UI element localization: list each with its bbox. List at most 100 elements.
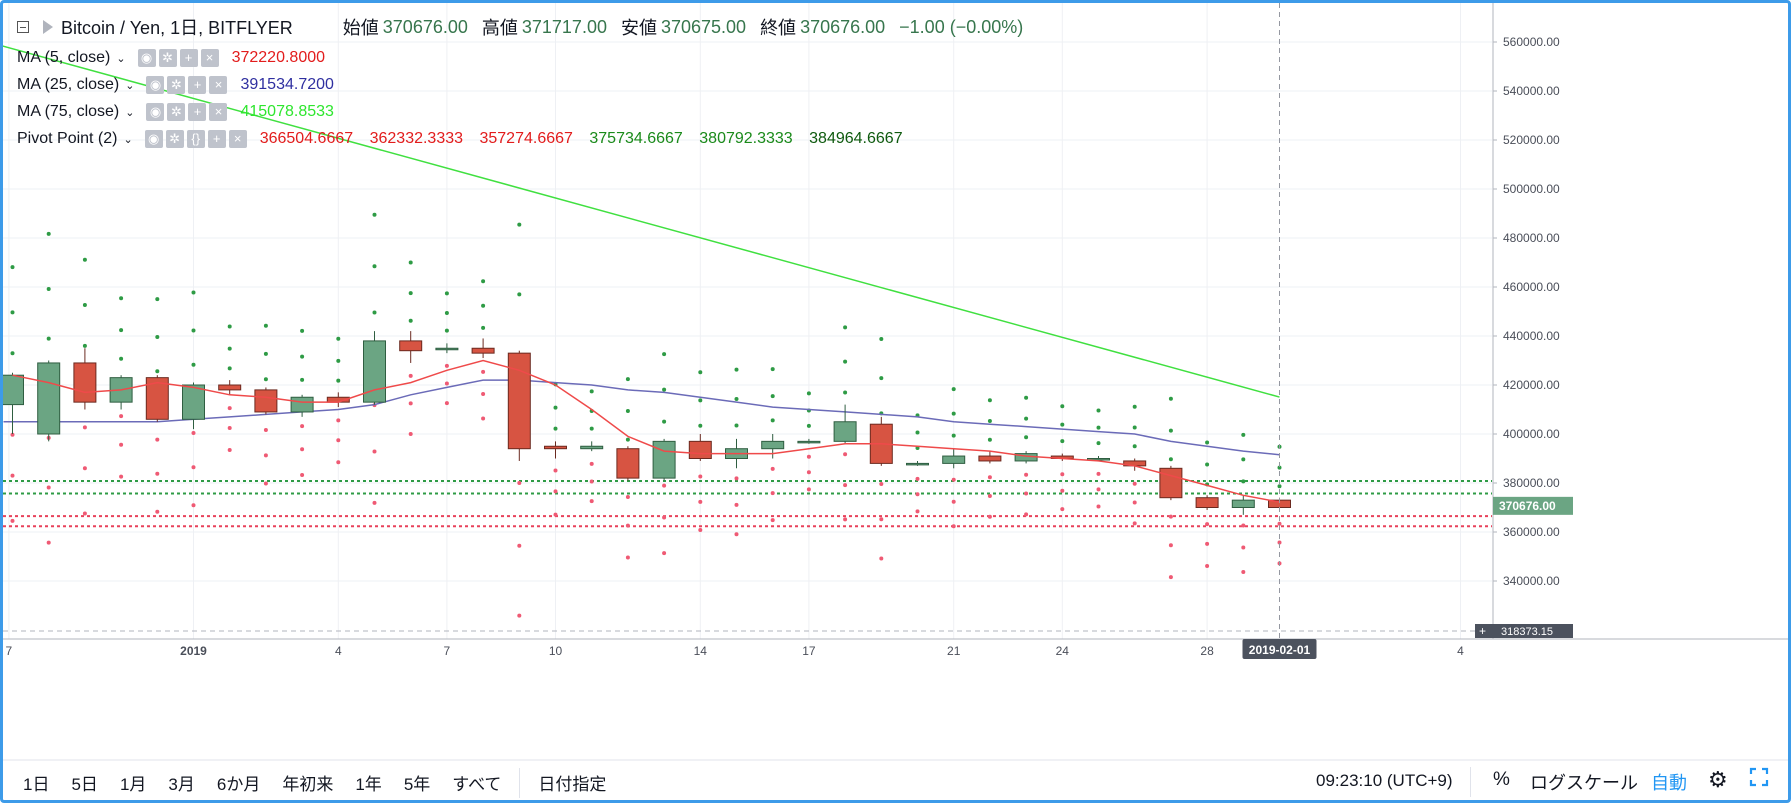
gear-icon[interactable]: ✲ — [165, 130, 184, 148]
indicator-name[interactable]: Pivot Point (2) — [17, 130, 118, 147]
range-1y-button[interactable]: 1年 — [355, 775, 382, 794]
range-3m-button[interactable]: 3月 — [168, 775, 195, 794]
y-tick-label: 440000.00 — [1503, 329, 1560, 343]
pivot-dot-resistance — [336, 336, 341, 341]
range-6m-button[interactable]: 6か月 — [216, 775, 261, 794]
close-icon[interactable]: × — [228, 130, 247, 148]
pivot-dot-resistance — [517, 292, 522, 297]
chevron-down-icon[interactable]: ⌄ — [125, 79, 135, 92]
candle-body — [363, 340, 386, 403]
pivot-dot-resistance — [698, 398, 703, 403]
pivot-dot-support — [879, 481, 884, 486]
eye-icon[interactable]: ◉ — [137, 49, 156, 67]
clock-display[interactable]: 09:23:10 (UTC+9) — [1316, 771, 1453, 790]
goto-date-button[interactable]: 日付指定 — [538, 775, 607, 794]
auto-scale-button[interactable]: 自動 — [1651, 773, 1687, 793]
candle — [1159, 465, 1183, 501]
x-tick-label: 10 — [549, 644, 563, 658]
pivot-dot-resistance — [1241, 432, 1246, 437]
pivot-dot-resistance — [589, 426, 594, 431]
pivot-dot-resistance — [191, 362, 196, 367]
indicator-ma5[interactable]: MA (5, close) ⌄ ◉ ✲ + × 372220.8000 — [17, 47, 337, 69]
chevron-down-icon[interactable]: ⌄ — [116, 52, 126, 65]
pivot-dot-support — [1060, 488, 1065, 493]
range-5d-button[interactable]: 5日 — [71, 775, 98, 794]
pivot-dot-support — [987, 475, 992, 480]
open-label: 始値 — [342, 18, 379, 38]
candle — [761, 434, 785, 459]
log-scale-button[interactable]: ログスケール — [1530, 773, 1638, 793]
symbol-title[interactable]: Bitcoin / Yen, 1日, BITFLYER — [61, 18, 293, 38]
plus-icon[interactable]: + — [179, 49, 198, 67]
pivot-dot-support — [155, 509, 160, 514]
settings-gear-icon[interactable]: ⚙ — [1708, 767, 1728, 792]
pivot-dot-resistance — [300, 328, 305, 333]
pivot-dot-resistance — [662, 352, 667, 357]
indicator-name[interactable]: MA (75, close) — [17, 103, 120, 120]
range-ytd-button[interactable]: 年初来 — [282, 775, 334, 794]
pivot-dot-resistance — [119, 296, 124, 301]
pivot-dot-support — [698, 474, 703, 479]
pivot-dot-support — [1205, 563, 1210, 568]
pivot-dot-support — [806, 470, 811, 475]
indicator-ma25[interactable]: MA (25, close) ⌄ ◉ ✲ + × 391534.7200 — [17, 74, 346, 96]
range-1d-button[interactable]: 1日 — [23, 775, 50, 794]
eye-icon[interactable]: ◉ — [146, 103, 165, 121]
high-value: 371717.00 — [521, 16, 607, 37]
eye-icon[interactable]: ◉ — [144, 130, 163, 148]
close-icon[interactable]: × — [200, 49, 219, 67]
indicator-ma75[interactable]: MA (75, close) ⌄ ◉ ✲ + × 415078.8533 — [17, 101, 346, 123]
indicator-value: 415078.8533 — [240, 103, 334, 120]
fullscreen-icon[interactable] — [1749, 767, 1769, 787]
candle-body — [1159, 467, 1183, 499]
pivot-dot-resistance — [662, 419, 667, 424]
close-icon[interactable]: × — [209, 103, 228, 121]
pivot-dot-support — [408, 401, 413, 406]
indicator-name[interactable]: MA (5, close) — [17, 49, 111, 66]
pivot-dot-support — [987, 514, 992, 519]
plus-icon[interactable]: + — [188, 103, 207, 121]
indicator-name[interactable]: MA (25, close) — [17, 76, 120, 93]
gear-icon[interactable]: ✲ — [167, 76, 186, 94]
candle-body — [471, 347, 495, 354]
plus-icon[interactable]: + — [188, 76, 207, 94]
close-icon[interactable]: × — [209, 76, 228, 94]
pivot-dot-resistance — [806, 391, 811, 396]
eye-icon[interactable]: ◉ — [146, 76, 165, 94]
pivot-dot-support — [806, 487, 811, 492]
chevron-down-icon[interactable]: ⌄ — [123, 133, 133, 146]
pivot-dot-support — [1168, 543, 1173, 548]
bottom-toolbar: 1日 5日 1月 3月 6か月 年初来 1年 5年 すべて 日付指定 — [3, 759, 1788, 800]
pivot-dot-resistance — [734, 367, 739, 372]
price-chart[interactable]: 560000.00 540000.00 520000.00 500000.00 4800… — [3, 3, 1788, 800]
pivot-dot-resistance — [46, 287, 51, 292]
pivot-dot-support — [372, 449, 377, 454]
pivot-dot-support — [155, 437, 160, 442]
pivot-dot-resistance — [625, 437, 630, 442]
candle-body — [652, 440, 676, 479]
pivot-dot-support — [82, 466, 87, 471]
collapse-icon[interactable] — [17, 21, 29, 33]
gear-icon[interactable]: ✲ — [167, 103, 186, 121]
range-all-button[interactable]: すべて — [452, 775, 502, 794]
range-5y-button[interactable]: 5年 — [403, 775, 431, 794]
candle — [978, 451, 1002, 464]
pivot-dot-resistance — [1024, 395, 1029, 400]
pivot-dot-support — [10, 518, 15, 523]
plus-icon[interactable]: + — [207, 130, 226, 148]
chevron-down-icon[interactable]: ⌄ — [125, 106, 135, 119]
candle — [616, 446, 640, 481]
candle-body — [942, 455, 966, 464]
braces-icon[interactable]: {} — [186, 130, 205, 148]
candle-body — [616, 448, 640, 479]
range-1m-button[interactable]: 1月 — [119, 775, 147, 794]
gear-icon[interactable]: ✲ — [158, 49, 177, 67]
pivot-dot-resistance — [300, 354, 305, 359]
pivot-dot-support — [770, 466, 775, 471]
pivot-dot-resistance — [987, 419, 992, 424]
percent-scale-button[interactable]: % — [1493, 769, 1510, 790]
indicator-pivot[interactable]: Pivot Point (2) ⌄ ◉ ✲{} + × 366504.6667 3623… — [17, 128, 915, 150]
pivot-dot-support — [1096, 504, 1101, 509]
pivot-dot-resistance — [227, 366, 232, 371]
